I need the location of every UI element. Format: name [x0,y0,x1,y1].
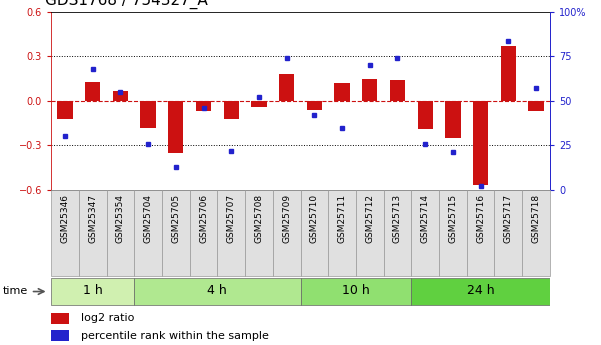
Bar [51,330,69,341]
Bar [495,190,522,276]
Bar [501,46,516,101]
Bar [51,190,79,276]
Text: GSM25717: GSM25717 [504,194,513,243]
Bar [300,277,411,306]
Text: GSM25714: GSM25714 [421,194,430,243]
Bar [445,101,460,138]
Bar [522,190,550,276]
Bar [51,277,134,306]
Bar [411,190,439,276]
Bar [224,101,239,119]
Text: GSM25347: GSM25347 [88,194,97,243]
Bar [51,313,69,324]
Bar [134,277,300,306]
Text: GSM25713: GSM25713 [393,194,402,243]
Bar [190,190,218,276]
Bar [439,190,467,276]
Bar [196,101,211,111]
Bar [218,190,245,276]
Text: GSM25715: GSM25715 [448,194,457,243]
Text: GSM25712: GSM25712 [365,194,374,243]
Text: GSM25346: GSM25346 [61,194,70,243]
Bar [134,190,162,276]
Bar [113,90,128,101]
Bar [162,190,190,276]
Bar [245,190,273,276]
Text: GSM25709: GSM25709 [282,194,291,243]
Text: 10 h: 10 h [342,284,370,297]
Text: time: time [2,286,28,296]
Text: 4 h: 4 h [207,284,227,297]
Text: percentile rank within the sample: percentile rank within the sample [81,331,269,341]
Bar [328,190,356,276]
Text: GSM25718: GSM25718 [531,194,540,243]
Bar [418,101,433,129]
Bar [251,101,267,107]
Bar [79,190,106,276]
Bar [168,101,183,153]
Bar [356,190,383,276]
Text: GSM25710: GSM25710 [310,194,319,243]
Bar [300,190,328,276]
Bar [279,74,294,101]
Bar [57,101,73,119]
Text: log2 ratio: log2 ratio [81,314,135,323]
Bar [411,277,550,306]
Text: GSM25704: GSM25704 [144,194,153,243]
Text: 1 h: 1 h [83,284,103,297]
Bar [307,101,322,110]
Text: GSM25716: GSM25716 [476,194,485,243]
Text: GDS1768 / 754327_A: GDS1768 / 754327_A [45,0,208,9]
Text: 24 h: 24 h [467,284,495,297]
Bar [383,190,411,276]
Bar [273,190,300,276]
Bar [528,101,544,111]
Bar [473,101,488,185]
Bar [390,80,405,101]
Text: GSM25711: GSM25711 [338,194,347,243]
Bar [141,101,156,128]
Bar [467,190,495,276]
Bar [334,83,350,101]
Text: GSM25707: GSM25707 [227,194,236,243]
Text: GSM25706: GSM25706 [199,194,208,243]
Bar [106,190,134,276]
Bar [85,82,100,101]
Text: GSM25705: GSM25705 [171,194,180,243]
Text: GSM25708: GSM25708 [254,194,263,243]
Bar [362,79,377,101]
Text: GSM25354: GSM25354 [116,194,125,243]
